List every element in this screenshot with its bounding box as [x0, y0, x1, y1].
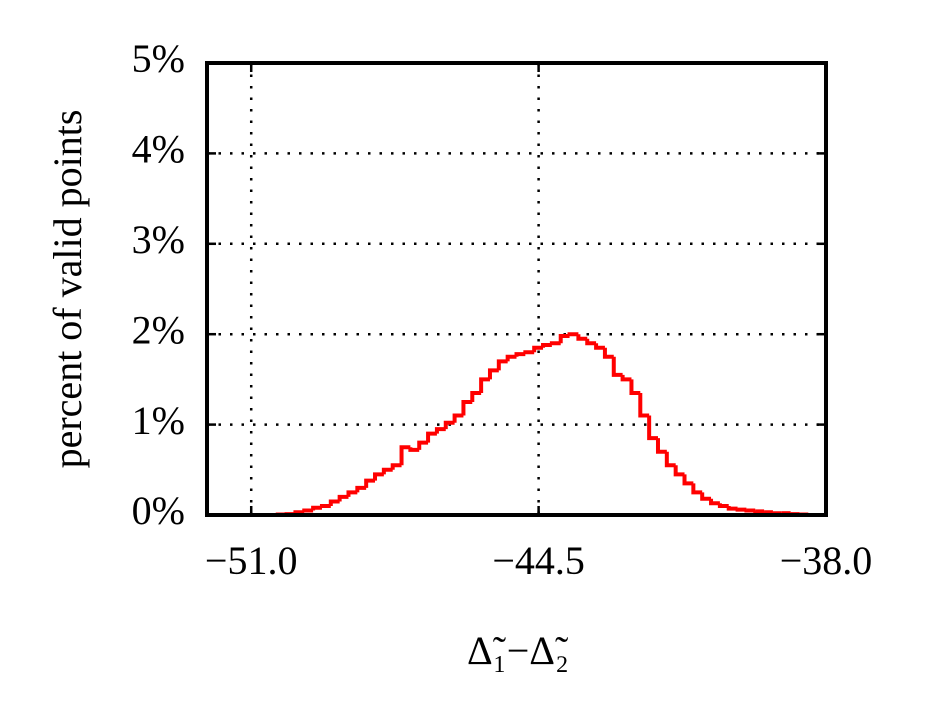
histogram-step [434, 427, 446, 434]
plot-frame [205, 61, 828, 517]
histogram-step [735, 507, 747, 512]
histogram-step [496, 359, 508, 371]
histogram-step [417, 440, 429, 450]
histogram-step [470, 390, 482, 402]
histogram-step [505, 354, 517, 362]
histogram-step [753, 509, 765, 514]
histogram-step [328, 499, 340, 506]
histogram-step [452, 413, 464, 423]
histogram-step [390, 463, 402, 470]
histogram-step [567, 332, 579, 337]
y-tick-label: 3% [132, 217, 185, 262]
histogram-step [523, 350, 535, 355]
histogram-step [381, 467, 393, 475]
x-axis-label: Δ̃₁−Δ̃₂ [467, 628, 569, 673]
histogram-step [611, 356, 623, 377]
x-tick-label: −38.0 [780, 538, 873, 583]
histogram-step [576, 334, 588, 341]
histogram-step [541, 343, 552, 348]
histogram-step [673, 465, 685, 477]
histogram-step [514, 352, 526, 357]
histogram-step [373, 472, 384, 481]
histogram-step [655, 438, 667, 454]
histogram-step [647, 415, 658, 441]
histogram-step [364, 478, 376, 488]
histogram-step [426, 431, 437, 443]
histogram-step [620, 374, 632, 382]
histogram-step [726, 505, 738, 511]
y-tick-label: 5% [132, 36, 185, 81]
histogram-step [549, 341, 561, 346]
histogram-step [594, 343, 605, 350]
histogram-step [479, 377, 490, 393]
histogram-step [461, 400, 473, 416]
histogram-step [744, 508, 756, 513]
histogram-step [762, 510, 773, 515]
y-tick-label: 1% [132, 398, 185, 443]
histogram-step [443, 420, 455, 430]
histogram-step [709, 498, 720, 506]
histogram-step [682, 474, 694, 486]
histogram-step [664, 451, 676, 468]
histogram-step [399, 445, 411, 466]
y-axis-label: percent of valid points [45, 110, 90, 469]
histogram-step [691, 483, 703, 495]
histogram-step [346, 490, 358, 497]
histogram-step [638, 392, 650, 418]
histogram-step [408, 447, 420, 452]
histogram-step [337, 494, 349, 502]
histogram-step [355, 485, 367, 493]
histogram-step [319, 503, 331, 508]
histogram-step [629, 379, 641, 395]
histogram-step [700, 492, 712, 501]
histogram-step [602, 347, 614, 359]
y-tick-label: 2% [132, 307, 185, 352]
histogram-step [302, 508, 314, 513]
histogram-step [585, 338, 597, 346]
histogram-step [717, 503, 729, 508]
y-tick-label: 0% [132, 488, 185, 533]
y-tick-label: 4% [132, 127, 185, 172]
x-tick-label: −51.0 [205, 538, 298, 583]
histogram-step [487, 368, 499, 380]
x-tick-label: −44.5 [492, 538, 585, 583]
histogram-step [311, 505, 322, 511]
histogram-step [532, 345, 544, 353]
histogram-step [558, 334, 570, 344]
